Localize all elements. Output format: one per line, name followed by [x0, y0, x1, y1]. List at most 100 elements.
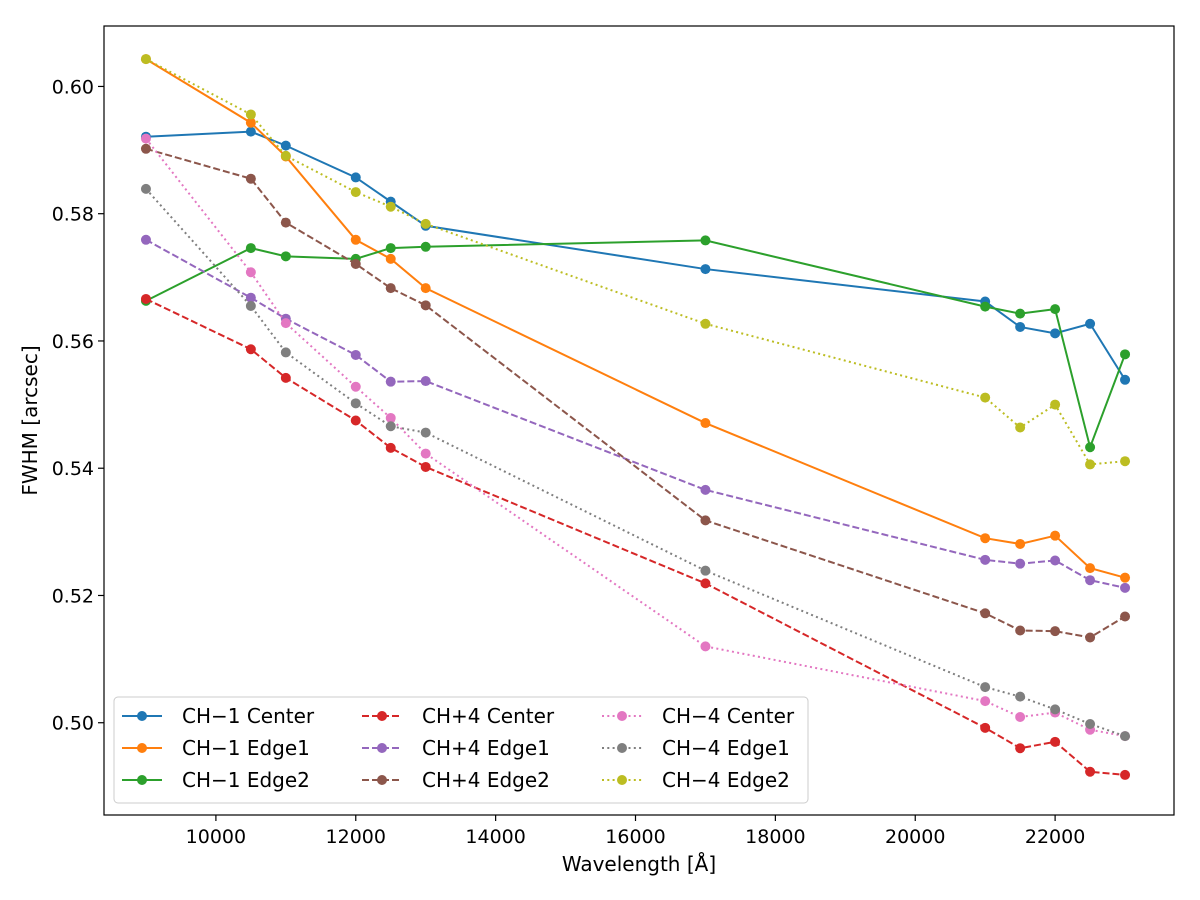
- data-point: [1050, 555, 1061, 566]
- x-tick-label: 14000: [465, 826, 525, 848]
- data-point: [245, 173, 256, 184]
- data-point: [245, 300, 256, 311]
- data-point: [1050, 736, 1061, 747]
- data-point: [700, 578, 711, 589]
- legend-label: CH−1 Edge2: [182, 768, 310, 792]
- data-point: [1120, 611, 1131, 622]
- y-tick-label: 0.54: [52, 458, 94, 480]
- data-point: [980, 301, 991, 312]
- series-4: [140, 293, 1131, 780]
- data-point: [1120, 731, 1131, 742]
- data-point: [350, 187, 361, 198]
- data-point: [245, 243, 256, 254]
- legend-label: CH−4 Edge2: [662, 768, 790, 792]
- legend-marker: [377, 775, 387, 785]
- y-tick-label: 0.58: [52, 204, 94, 226]
- legend-entry: CH−1 Center: [122, 704, 315, 728]
- legend-marker: [137, 743, 147, 753]
- legend-label: CH+4 Edge2: [422, 768, 550, 792]
- y-tick-label: 0.52: [52, 585, 94, 607]
- legend-entry: CH−1 Edge1: [122, 736, 310, 760]
- legend-label: CH−1 Center: [182, 704, 315, 728]
- data-point: [1085, 766, 1096, 777]
- data-point: [980, 392, 991, 403]
- data-point: [245, 117, 256, 128]
- data-point: [420, 300, 431, 311]
- data-point: [1085, 459, 1096, 470]
- data-point: [385, 283, 396, 294]
- data-point: [140, 54, 151, 65]
- data-point: [1050, 704, 1061, 715]
- y-tick-label: 0.56: [52, 331, 94, 353]
- data-point: [1120, 349, 1131, 360]
- data-point: [420, 218, 431, 229]
- x-tick-label: 12000: [326, 826, 386, 848]
- data-point: [1015, 558, 1026, 569]
- legend-entry: CH+4 Edge2: [362, 768, 550, 792]
- data-point: [420, 461, 431, 472]
- y-axis: 0.50 0.52 0.54 0.56 0.58 0.60: [52, 76, 104, 735]
- data-point: [385, 421, 396, 432]
- x-tick-label: 16000: [605, 826, 665, 848]
- data-point: [280, 318, 291, 329]
- legend-label: CH+4 Center: [422, 704, 555, 728]
- data-point: [980, 682, 991, 693]
- data-point: [700, 641, 711, 652]
- data-point: [245, 344, 256, 355]
- data-point: [1015, 625, 1026, 636]
- data-point: [1015, 743, 1026, 754]
- data-point: [350, 415, 361, 426]
- legend-marker: [377, 743, 387, 753]
- series-line: [145, 298, 1126, 776]
- legend-marker: [137, 775, 147, 785]
- data-point: [350, 349, 361, 360]
- data-point: [1015, 691, 1026, 702]
- data-point: [700, 264, 711, 275]
- data-point: [980, 696, 991, 707]
- legend: CH−1 Center CH−1 Edge1 CH−1 Edge2 CH+4 Cent…: [113, 696, 809, 804]
- data-point: [420, 283, 431, 294]
- data-point: [980, 722, 991, 733]
- data-point: [1085, 563, 1096, 574]
- legend-label: CH−4 Center: [662, 704, 795, 728]
- data-point: [420, 448, 431, 459]
- data-point: [700, 418, 711, 429]
- x-tick-label: 18000: [745, 826, 805, 848]
- data-point: [350, 398, 361, 409]
- data-point: [420, 241, 431, 252]
- x-tick-label: 10000: [186, 826, 246, 848]
- legend-marker: [137, 711, 147, 721]
- data-point: [350, 234, 361, 245]
- data-point: [280, 251, 291, 262]
- data-point: [1015, 712, 1026, 723]
- data-point: [980, 533, 991, 544]
- data-point: [1120, 769, 1131, 780]
- data-point: [700, 318, 711, 329]
- data-point: [280, 217, 291, 228]
- legend-label: CH−4 Edge1: [662, 736, 790, 760]
- data-point: [1015, 538, 1026, 549]
- x-tick-label: 20000: [885, 826, 945, 848]
- legend-marker: [377, 711, 387, 721]
- x-axis-label: Wavelength [Å]: [562, 852, 716, 876]
- data-point: [700, 565, 711, 576]
- data-point: [140, 133, 151, 144]
- data-point: [245, 267, 256, 278]
- data-point: [350, 258, 361, 269]
- data-point: [1050, 328, 1061, 339]
- data-point: [385, 412, 396, 423]
- data-point: [1050, 626, 1061, 637]
- data-point: [140, 143, 151, 154]
- series-line: [145, 147, 1126, 639]
- data-point: [1085, 575, 1096, 586]
- data-point: [385, 376, 396, 387]
- data-point: [980, 608, 991, 619]
- legend-entry: CH−1 Edge2: [122, 768, 310, 792]
- data-point: [140, 234, 151, 245]
- legend-entry: CH+4 Center: [362, 704, 555, 728]
- data-point: [280, 150, 291, 161]
- legend-entry: CH−4 Edge2: [602, 768, 790, 792]
- data-point: [1015, 321, 1026, 332]
- data-point: [280, 372, 291, 383]
- legend-entry: CH−4 Edge1: [602, 736, 790, 760]
